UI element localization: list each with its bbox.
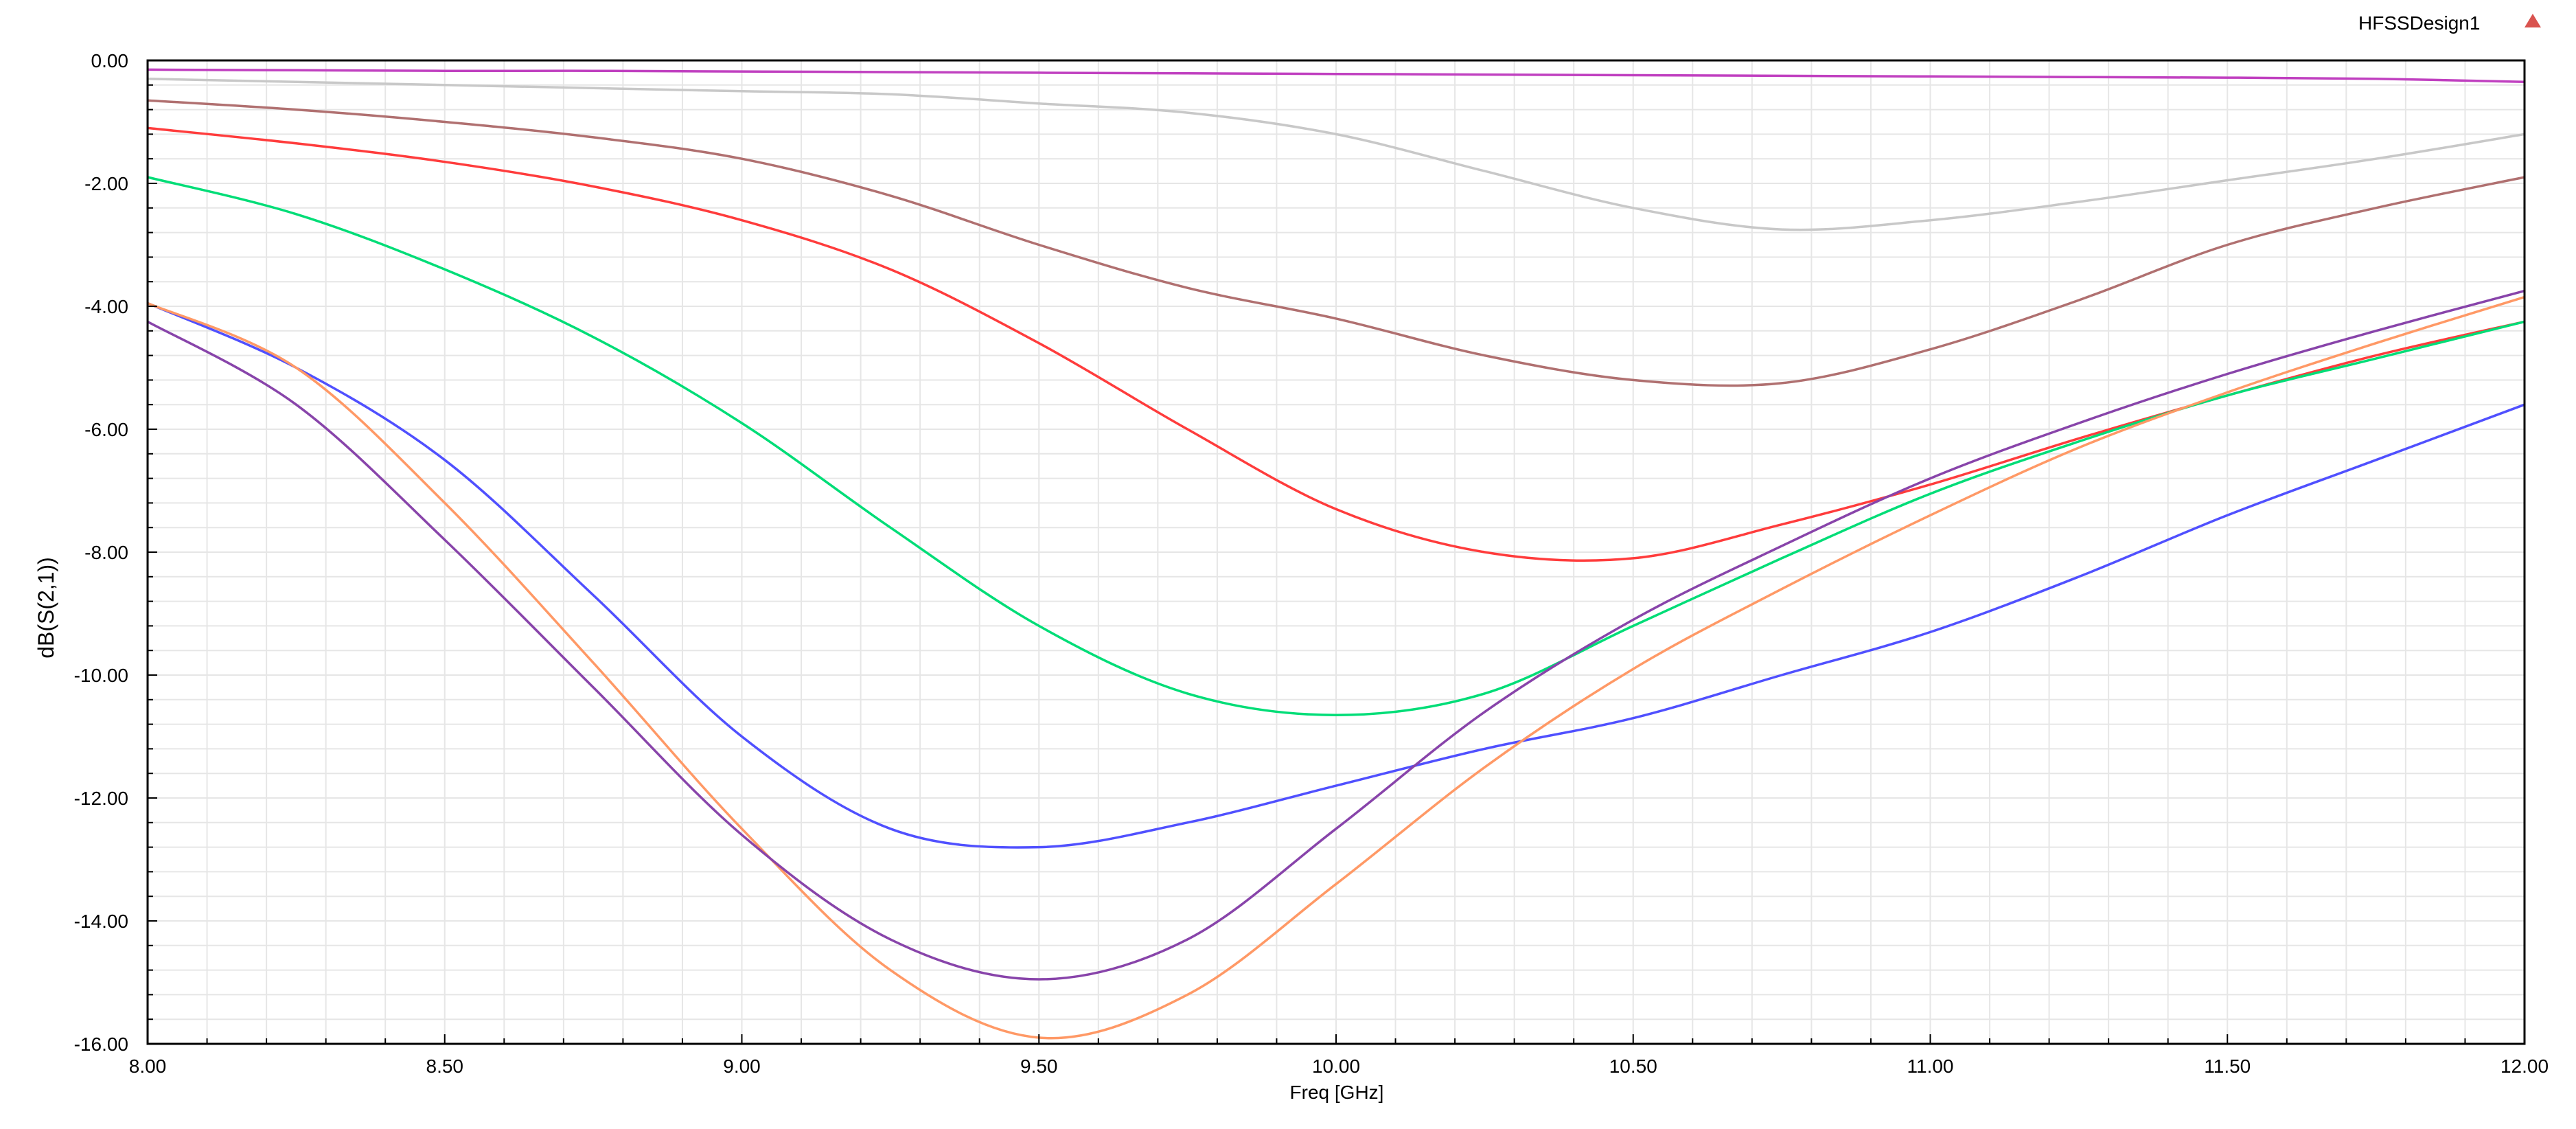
x-tick-label: 10.00 [1312,1056,1360,1077]
x-tick-label: 8.00 [129,1056,167,1077]
series-line [147,295,2525,1040]
x-tick-label: 11.50 [2204,1056,2251,1077]
x-tick-label: 11.00 [1907,1056,1954,1077]
x-tick-label: 10.50 [1609,1056,1657,1077]
series-line [147,301,2525,849]
series-line [147,99,2525,387]
y-tick-label: -10.00 [74,665,128,686]
x-tick-label: 8.50 [426,1056,464,1077]
series-group [147,68,2525,1040]
series-line [147,176,2525,716]
y-tick-label: -2.00 [84,173,128,194]
y-tick-label: -16.00 [74,1034,128,1055]
design-name-label: HFSSDesign1 [2358,12,2481,34]
x-axis: 8.00 8.50 9.00 9.50 10.00 10.50 11.00 11.50 12.0… [129,1056,2549,1077]
grid [148,60,2525,1044]
series-line [147,289,2525,981]
x-tick-label: 12.00 [2500,1056,2549,1077]
series-line [147,126,2525,562]
x-tick-label: 9.50 [1020,1056,1058,1077]
series-line [147,68,2525,84]
y-tick-label: -4.00 [84,296,128,317]
y-tick-label: -12.00 [74,788,128,809]
y-tick-label: -6.00 [84,419,128,440]
design-marker-icon [2525,14,2541,27]
y-tick-label: -8.00 [84,542,128,563]
plot-frame [146,59,2526,1045]
y-axis: 0.00 -2.00 -4.00 -6.00 -8.00 -10.00 -12.00 -14.… [74,50,128,1055]
x-tick-label: 9.00 [723,1056,761,1077]
y-tick-label: 0.00 [91,50,129,71]
series-line [147,78,2525,231]
y-tick-label: -14.00 [74,911,128,932]
x-axis-label: Freq [GHz] [1290,1082,1384,1103]
y-axis-label: dB(S(2,1)) [34,557,58,659]
